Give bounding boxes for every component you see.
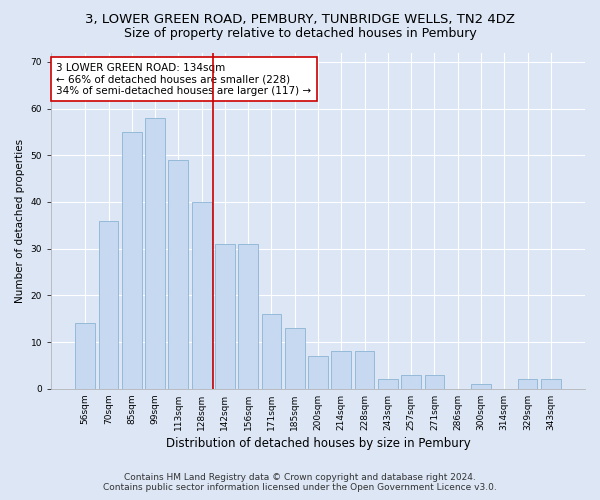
- Text: Size of property relative to detached houses in Pembury: Size of property relative to detached ho…: [124, 28, 476, 40]
- Bar: [122, 132, 142, 389]
- Bar: [471, 384, 491, 389]
- Bar: [541, 380, 561, 389]
- Text: 3 LOWER GREEN ROAD: 134sqm
← 66% of detached houses are smaller (228)
34% of sem: 3 LOWER GREEN ROAD: 134sqm ← 66% of deta…: [56, 62, 311, 96]
- Bar: [192, 202, 212, 389]
- Bar: [238, 244, 258, 389]
- Bar: [355, 352, 374, 389]
- Bar: [308, 356, 328, 389]
- Bar: [98, 220, 118, 389]
- Bar: [262, 314, 281, 389]
- Bar: [378, 380, 398, 389]
- Bar: [425, 375, 445, 389]
- Bar: [145, 118, 165, 389]
- Bar: [285, 328, 305, 389]
- Bar: [331, 352, 351, 389]
- X-axis label: Distribution of detached houses by size in Pembury: Distribution of detached houses by size …: [166, 437, 470, 450]
- Text: 3, LOWER GREEN ROAD, PEMBURY, TUNBRIDGE WELLS, TN2 4DZ: 3, LOWER GREEN ROAD, PEMBURY, TUNBRIDGE …: [85, 12, 515, 26]
- Text: Contains HM Land Registry data © Crown copyright and database right 2024.
Contai: Contains HM Land Registry data © Crown c…: [103, 473, 497, 492]
- Y-axis label: Number of detached properties: Number of detached properties: [15, 138, 25, 302]
- Bar: [169, 160, 188, 389]
- Bar: [401, 375, 421, 389]
- Bar: [215, 244, 235, 389]
- Bar: [518, 380, 538, 389]
- Bar: [76, 324, 95, 389]
